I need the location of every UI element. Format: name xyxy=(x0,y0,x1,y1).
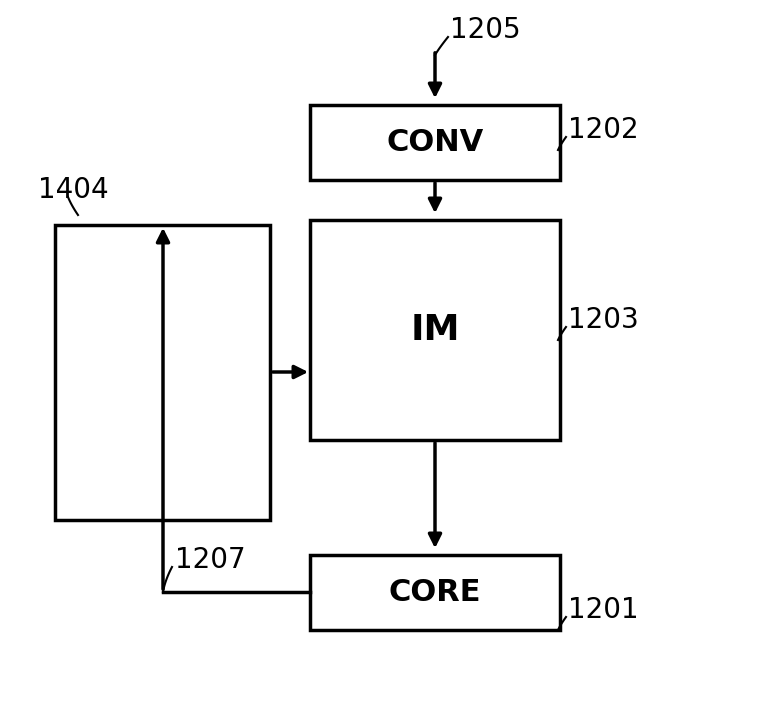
Bar xyxy=(310,555,560,630)
Text: 1205: 1205 xyxy=(450,16,521,44)
Text: 1404: 1404 xyxy=(38,176,109,204)
Bar xyxy=(55,225,270,520)
Text: 1203: 1203 xyxy=(568,306,639,334)
Text: 1207: 1207 xyxy=(175,546,245,574)
Text: IM: IM xyxy=(410,313,459,347)
Bar xyxy=(310,105,560,180)
Text: CONV: CONV xyxy=(387,128,484,157)
Text: 1201: 1201 xyxy=(568,596,639,624)
Bar xyxy=(310,220,560,440)
Text: 1202: 1202 xyxy=(568,116,639,144)
Text: CORE: CORE xyxy=(389,578,481,607)
